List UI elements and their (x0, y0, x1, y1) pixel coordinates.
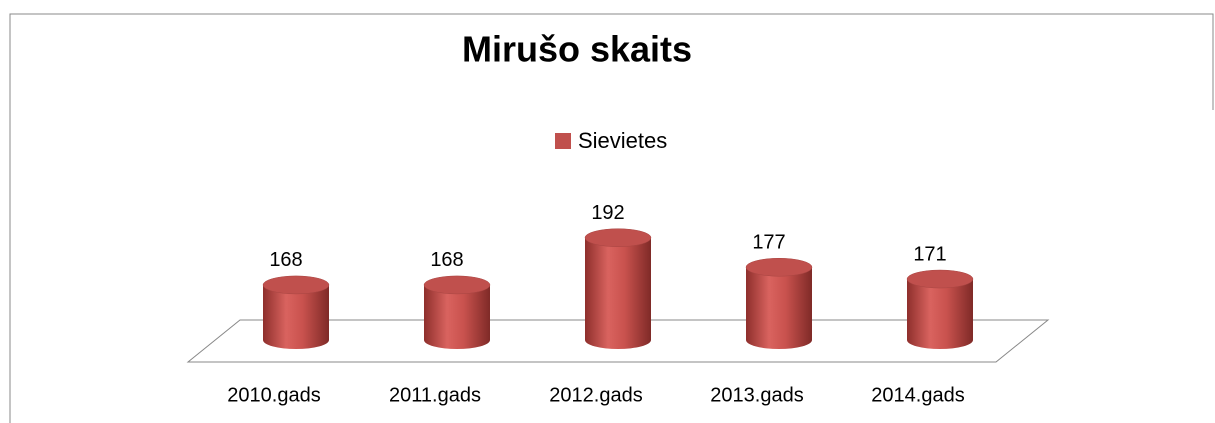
bar-top (262, 275, 330, 295)
x-tick-label: 2011.gads (389, 384, 481, 406)
bar-top (906, 269, 974, 289)
legend-label: Sievietes (578, 128, 667, 153)
x-tick-label: 2013.gads (710, 384, 803, 406)
data-label: 168 (430, 249, 463, 271)
bar-top (584, 228, 652, 247)
bar (263, 284, 329, 349)
chart-title: Mirušo skaits (462, 29, 692, 70)
data-label: 171 (913, 243, 946, 265)
bar (424, 284, 490, 349)
chart-frame (9, 13, 1214, 423)
bar-top (745, 257, 813, 277)
bar-top (423, 275, 491, 295)
bar (907, 279, 973, 349)
legend-swatch (555, 133, 571, 149)
data-label: 168 (269, 249, 302, 271)
x-tick-label: 2010.gads (227, 384, 320, 406)
data-label: 177 (752, 232, 785, 254)
data-label: 192 (591, 202, 624, 224)
floor (186, 319, 1050, 363)
x-tick-label: 2012.gads (549, 384, 642, 406)
x-tick-label: 2014.gads (871, 384, 964, 406)
bar (585, 237, 651, 349)
bar (746, 267, 812, 349)
